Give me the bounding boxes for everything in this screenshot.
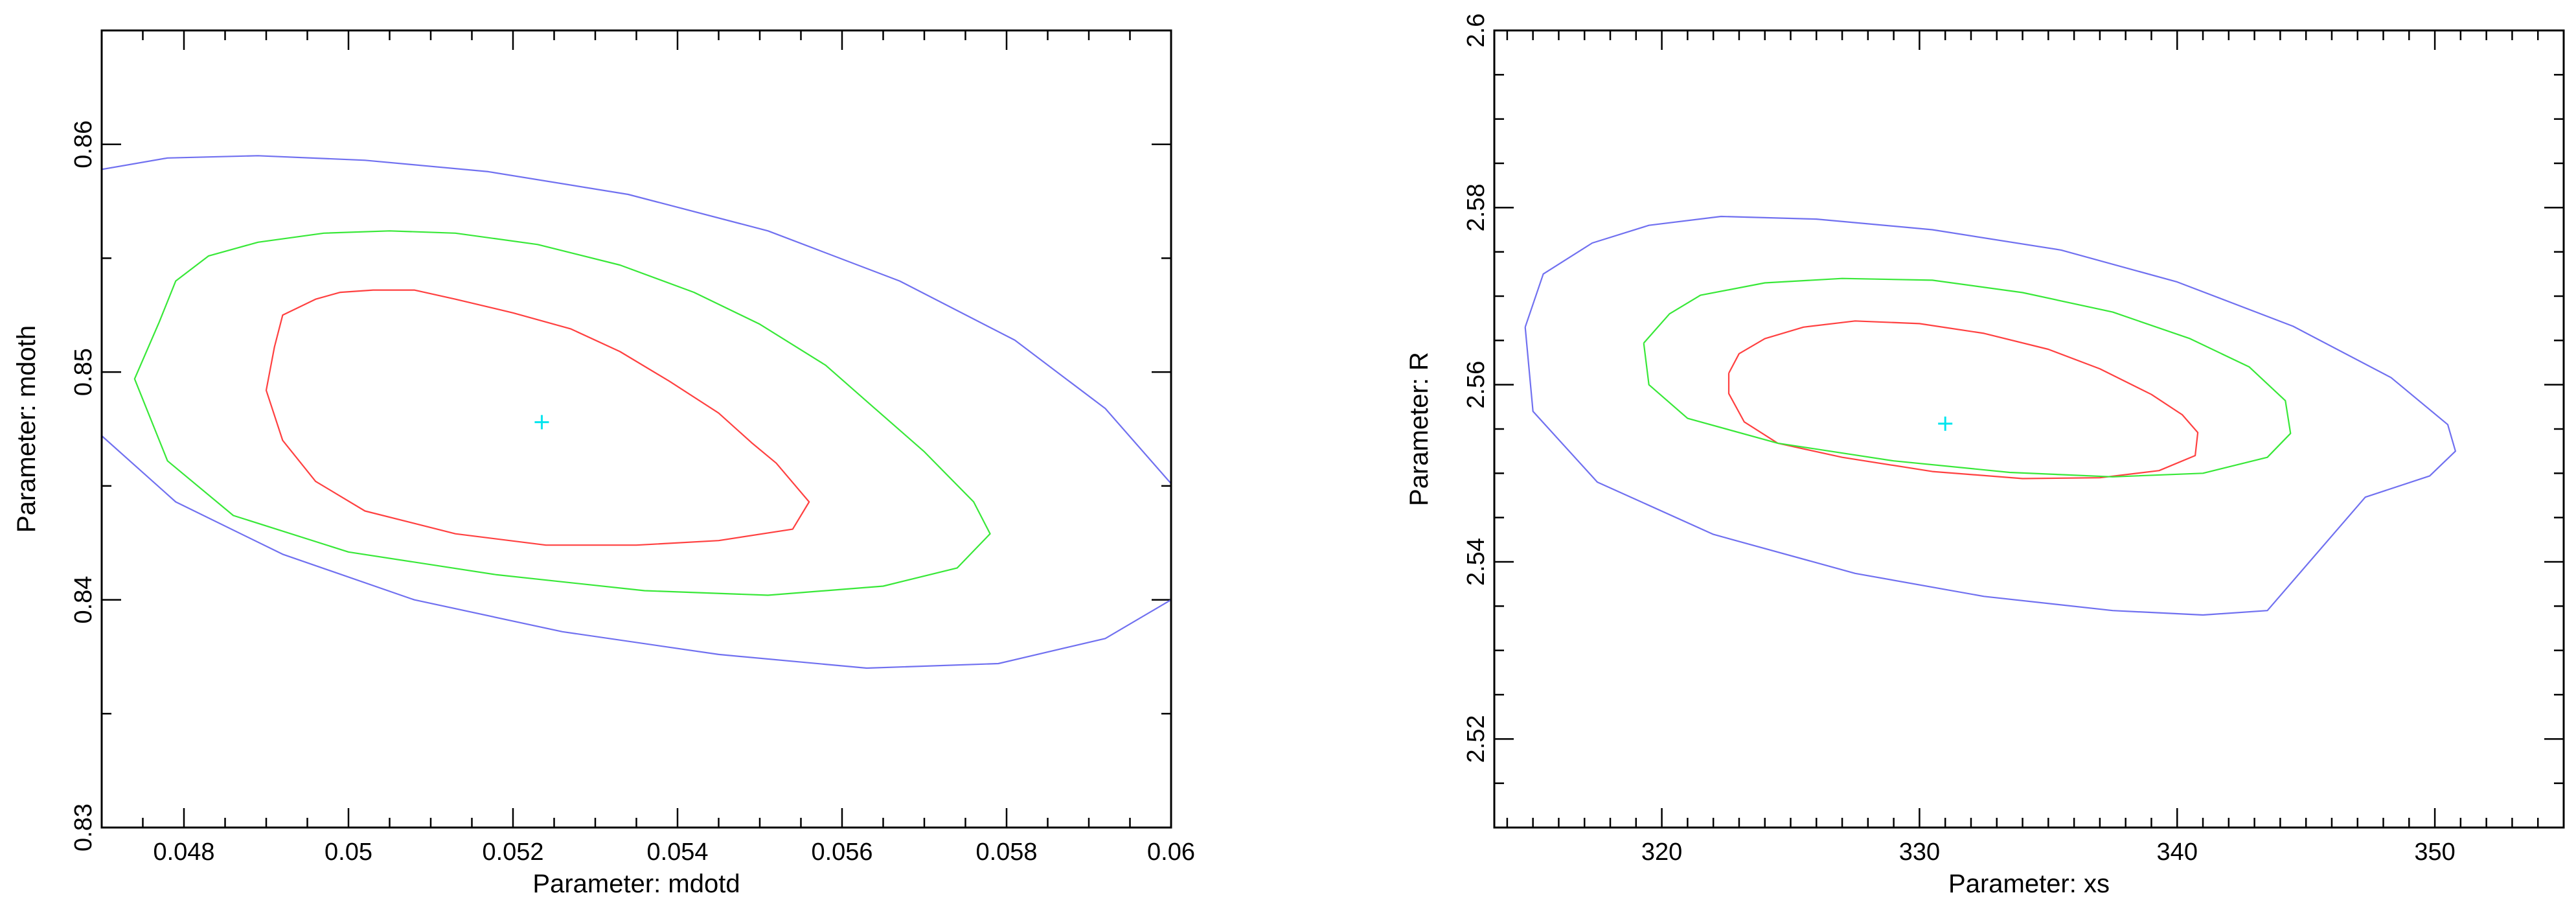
x-tick-label: 0.052 (482, 839, 543, 866)
right-panel-contours (1524, 215, 2456, 616)
left-contour-panel: 0.048 0.05 0.052 0.054 0.056 0.058 0.06 0.830.… (12, 29, 1195, 898)
right-panel-x-axis-title: Parameter: xs (1948, 870, 2110, 898)
right-panel-frame (1493, 29, 2565, 829)
contour-line (102, 155, 1171, 485)
left-panel-contours (102, 155, 1171, 669)
contour-line (133, 230, 991, 596)
x-tick-label: 0.05 (325, 839, 372, 866)
left-panel-y-tick-labels: 0.83 0.84 0.85 0.86 (70, 121, 97, 852)
right-panel-x-tick-labels: 320 330 340 350 (1641, 839, 2456, 866)
x-tick-label: 340 (2157, 839, 2198, 866)
left-panel-x-tick-labels: 0.048 0.05 0.052 0.054 0.056 0.058 0.06 (153, 839, 1195, 866)
x-tick-label: 330 (1899, 839, 1940, 866)
right-panel-y-tick-labels: 2.52 2.54 2.56 2.58 2.6 (1463, 14, 1490, 763)
left-panel-y-axis-title: Parameter: mdoth (12, 325, 41, 533)
x-tick-label: 0.054 (646, 839, 708, 866)
contour-line (265, 289, 810, 546)
contour-line (102, 435, 1171, 669)
left-panel-ticks (100, 29, 1172, 829)
x-tick-label: 0.056 (811, 839, 872, 866)
right-panel-ticks (1494, 29, 2565, 829)
x-tick-label: 0.058 (975, 839, 1037, 866)
y-tick-label: 2.54 (1463, 538, 1490, 586)
y-tick-label: 2.58 (1463, 183, 1490, 231)
left-panel-best-fit-marker (534, 415, 549, 430)
right-panel-best-fit-marker (1938, 416, 1953, 431)
y-tick-label: 0.83 (70, 804, 97, 852)
x-tick-label: 320 (1641, 839, 1682, 866)
contour-line (1643, 277, 2292, 478)
left-panel-frame (100, 29, 1172, 829)
x-tick-label: 0.06 (1147, 839, 1195, 866)
y-tick-label: 2.52 (1463, 715, 1490, 763)
contour-line (1727, 320, 2199, 480)
x-tick-label: 0.048 (153, 839, 214, 866)
right-contour-panel: 320 330 340 350 2.52 2.54 2.56 2.58 2.6 Paramet… (1405, 14, 2565, 898)
x-tick-label: 350 (2414, 839, 2455, 866)
left-panel-x-axis-title: Parameter: mdotd (532, 870, 740, 898)
right-panel-y-axis-title: Parameter: R (1405, 352, 1433, 506)
y-tick-label: 0.86 (70, 121, 97, 168)
y-tick-label: 2.6 (1463, 14, 1490, 48)
y-tick-label: 0.84 (70, 576, 97, 624)
y-tick-label: 2.56 (1463, 361, 1490, 409)
y-tick-label: 0.85 (70, 348, 97, 396)
contour-line (1524, 215, 2456, 616)
